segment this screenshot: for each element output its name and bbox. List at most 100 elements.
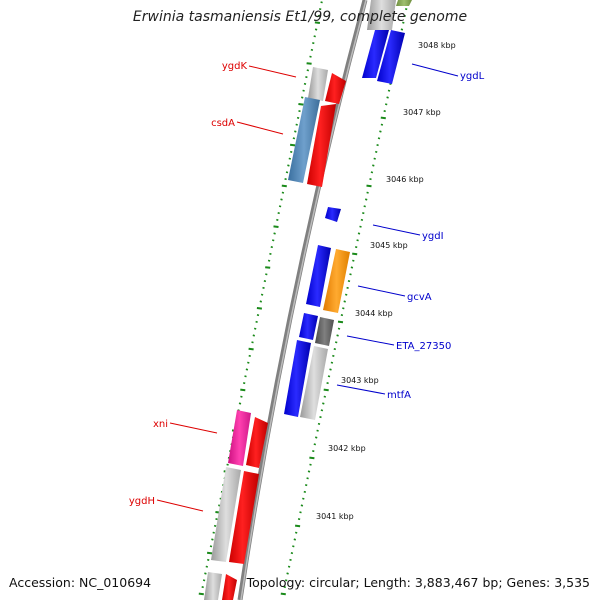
ruler-tick	[320, 1, 323, 4]
gene-feature-ETA-27350	[315, 317, 334, 346]
leader-ygdH	[156, 499, 204, 512]
ruler-tick	[270, 246, 274, 249]
ruler-tick	[226, 463, 229, 466]
ruler-tick	[248, 347, 254, 351]
ruler-tick	[289, 558, 292, 561]
ruler-tick	[294, 531, 298, 534]
ruler-tick	[376, 144, 379, 147]
gene-feature-top-olive	[396, 0, 412, 6]
map-title: Erwinia tasmaniensis Et1/99, complete ge…	[132, 9, 468, 25]
ruler-tick	[320, 409, 324, 412]
ruler-tick	[294, 524, 301, 528]
ruler-tick	[354, 246, 358, 249]
ruler-tick	[319, 416, 322, 419]
ruler-tick	[256, 314, 260, 317]
ruler-tick	[366, 184, 372, 188]
ruler-tick	[310, 48, 314, 51]
gene-feature-ygdL	[377, 30, 405, 84]
gene-feature-ygdI	[325, 207, 341, 222]
ruler-tick	[352, 252, 358, 256]
genome-backbone	[237, 0, 368, 600]
ruler-tick	[240, 395, 243, 398]
ruler-tick	[366, 191, 369, 194]
ruler-tick	[313, 35, 316, 38]
ruler-tick	[326, 382, 329, 385]
ruler-tick	[404, 8, 408, 11]
gene-label-ETA-27350[interactable]: ETA_27350	[396, 341, 451, 352]
ruler-tick	[287, 565, 291, 568]
ruler-tick	[267, 259, 271, 262]
ruler-tick	[314, 21, 321, 24]
gene-feature-ygdH-partner	[229, 471, 259, 564]
kbp-labels: 3048 kbp 3047 kbp 3046 kbp 3045 kbp 3044…	[316, 41, 456, 521]
ruler-tick	[240, 388, 246, 392]
gene-label-xni[interactable]: xni	[153, 419, 168, 430]
ruler-tick	[384, 103, 388, 106]
ruler-tick	[278, 205, 282, 208]
leader-mtfA	[336, 384, 386, 395]
leader-ETA-27350	[346, 335, 395, 346]
ruler-tick	[205, 565, 209, 568]
ruler-tick	[202, 579, 206, 582]
accession-text: Accession: NC_010694	[9, 575, 152, 590]
ruler-tick	[289, 150, 293, 153]
kbp-label: 3044 kbp	[355, 309, 393, 318]
ruler-tick	[374, 150, 378, 153]
gene-labels: ygdL ygdK csdA ygdI gcvA ETA_27350 mtfA …	[129, 61, 485, 507]
gene-label-mtfA[interactable]: mtfA	[387, 390, 411, 401]
ruler-tick	[333, 348, 337, 351]
ruler-tick	[273, 232, 276, 235]
ruler-tick	[293, 538, 297, 541]
ruler-tick	[402, 21, 405, 24]
gene-label-ygdL[interactable]: ygdL	[460, 71, 485, 82]
ruler-tick	[245, 368, 249, 371]
ruler-tick	[273, 225, 279, 228]
ruler-tick	[280, 198, 283, 201]
ruler-tick	[206, 551, 213, 555]
ruler-tick	[312, 450, 315, 453]
ruler-tick	[280, 592, 286, 596]
genome-summary-text: Topology: circular; Length: 3,883,467 bp…	[246, 575, 590, 590]
gene-label-csdA[interactable]: csdA	[211, 118, 235, 129]
ruler-tick	[303, 490, 307, 493]
ruler-tick	[302, 89, 305, 92]
ruler-tick	[342, 307, 345, 310]
ruler-tick	[380, 116, 386, 120]
ruler-tick	[309, 456, 315, 460]
gene-feature-csdA	[288, 97, 320, 183]
ruler-tick	[304, 484, 308, 487]
kbp-label: 3048 kbp	[418, 41, 456, 50]
gene-label-ygdI[interactable]: ygdI	[422, 231, 444, 242]
ruler-tick	[360, 218, 364, 221]
ruler-tick	[263, 280, 267, 283]
label-leader-lines	[156, 63, 459, 512]
ruler-tick	[386, 96, 389, 99]
gene-label-ygdK[interactable]: ygdK	[222, 61, 248, 72]
kbp-label: 3041 kbp	[316, 512, 354, 521]
ruler-tick	[252, 334, 256, 337]
kbp-label: 3042 kbp	[328, 444, 366, 453]
gene-feature-xni	[228, 410, 251, 466]
ruler-tick	[209, 545, 213, 548]
ruler-tick	[373, 157, 376, 160]
ruler-tick	[212, 531, 215, 534]
ruler-tick	[314, 436, 318, 439]
ruler-tick	[330, 361, 334, 364]
ruler-tick	[306, 477, 309, 480]
ruler-tick	[352, 259, 355, 262]
ruler-tick	[281, 184, 287, 188]
ruler-tick	[370, 171, 374, 174]
gene-label-gcvA[interactable]: gcvA	[407, 292, 432, 303]
ruler-tick	[303, 82, 307, 85]
gene-label-ygdH[interactable]: ygdH	[129, 496, 155, 507]
ruler-tick	[318, 8, 322, 11]
ruler-tick	[332, 354, 335, 357]
ruler-tick	[334, 341, 338, 344]
kbp-label: 3043 kbp	[341, 376, 379, 385]
ruler-tick	[269, 252, 272, 255]
ruler-tick	[204, 572, 207, 575]
leader-csdA	[236, 121, 284, 135]
leader-ygdI	[372, 224, 421, 236]
ruler-tick	[313, 443, 317, 446]
ruler-tick	[260, 293, 264, 296]
